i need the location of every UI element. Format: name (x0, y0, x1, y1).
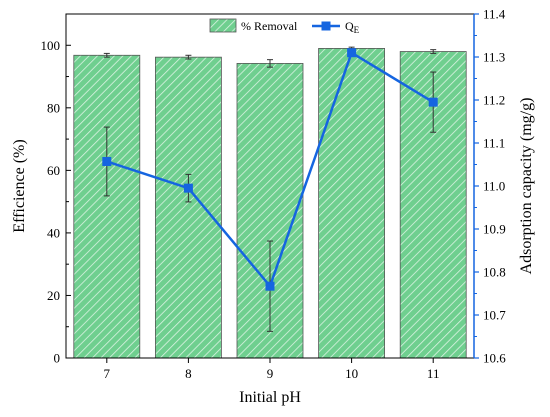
legend-removal-swatch (209, 18, 237, 33)
right-tick-label: 10.8 (483, 265, 506, 280)
right-tick-label: 11.4 (483, 7, 506, 22)
left-tick-label: 20 (47, 288, 60, 303)
right-tick-label: 11.3 (483, 50, 505, 65)
x-tick-label: 7 (104, 366, 111, 381)
bar-error-bars (103, 46, 437, 68)
legend-qe-marker (321, 21, 331, 31)
qe-point-8 (183, 183, 193, 193)
legend-qe-name: Q (345, 19, 354, 33)
left-tick-label: 40 (47, 225, 60, 240)
right-tick-label: 10.7 (483, 308, 506, 323)
legend-qe-subscript: E (354, 25, 360, 35)
right-axis: 10.6 10.7 10.8 10.9 11.0 11.1 11.2 11.3 11.4 (474, 7, 506, 366)
right-tick-label: 10.6 (483, 351, 506, 366)
left-tick-label: 80 (47, 100, 60, 115)
right-tick-label: 10.9 (483, 222, 506, 237)
left-tick-label: 60 (47, 163, 60, 178)
legend-removal-label: % Removal (241, 19, 298, 33)
left-tick-label: 0 (54, 351, 61, 366)
left-tick-label: 100 (41, 38, 61, 53)
y-axis-label-left: Efficience (%) (11, 139, 28, 232)
x-tick-label: 8 (185, 366, 192, 381)
line-series-layer (102, 48, 438, 332)
bar-removal-8 (154, 56, 222, 359)
y-axis-label-right: Adsorption capacity (mg/g) (518, 98, 535, 275)
bar-removal-10 (318, 48, 386, 359)
qe-point-9 (265, 281, 275, 291)
x-tick-label: 11 (427, 366, 440, 381)
x-axis-label: Initial pH (239, 389, 301, 406)
x-tick-label: 10 (345, 366, 358, 381)
qe-point-10 (347, 48, 357, 58)
qe-point-11 (428, 97, 438, 107)
legend-qe-label: QE (345, 19, 360, 35)
qe-point-7 (102, 156, 112, 166)
right-tick-label: 11.2 (483, 93, 505, 108)
left-axis: 0 20 40 60 80 100 (41, 38, 71, 366)
right-tick-label: 11.1 (483, 136, 505, 151)
legend: % Removal QE (209, 18, 360, 35)
bar-removal-7 (73, 54, 141, 359)
x-tick-label: 9 (267, 366, 274, 381)
right-tick-label: 11.0 (483, 179, 505, 194)
x-axis: 7 8 9 10 11 (104, 358, 440, 381)
